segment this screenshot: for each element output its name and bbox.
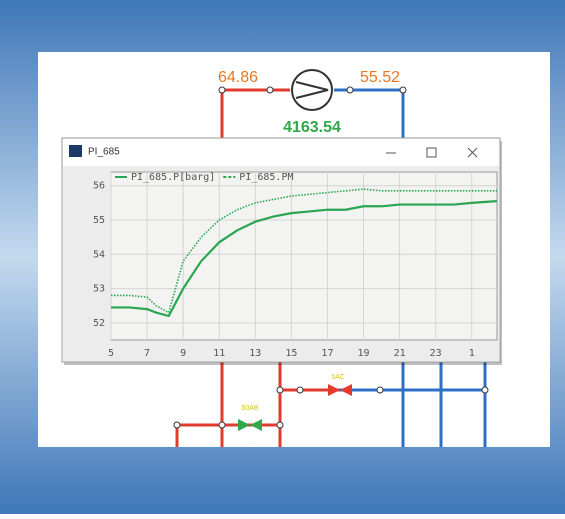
valve-label: 5AC (331, 374, 345, 381)
x-tick-label: 7 (144, 348, 150, 359)
legend-label: PI_685.P[barg] (131, 172, 215, 183)
maximize-button[interactable] (426, 147, 437, 158)
legend-label: PI_685.PM (239, 172, 293, 183)
x-tick-label: 1 (469, 348, 475, 359)
nodes (173, 86, 489, 429)
x-tick-label: 5 (108, 348, 114, 359)
x-tick-label: 13 (249, 348, 261, 359)
x-tick-label: 9 (180, 348, 186, 359)
series-line (111, 200, 498, 318)
y-tick-label: 55 (93, 215, 105, 226)
plot-area (110, 171, 498, 341)
series-line (111, 188, 497, 314)
flow-value: 4163.54 (283, 119, 341, 136)
valve (238, 419, 262, 431)
x-tick-label: 19 (357, 348, 369, 359)
x-tick-label: 15 (285, 348, 297, 359)
close-button[interactable] (467, 147, 478, 158)
y-tick-label: 54 (93, 249, 105, 260)
x-tick-label: 21 (394, 348, 406, 359)
valve (328, 384, 352, 396)
compressor-icon (295, 81, 329, 99)
x-tick-label: 11 (213, 348, 225, 359)
window-title: PI_685 (88, 147, 120, 158)
y-tick-label: 56 (93, 181, 105, 192)
x-tick-label: 17 (321, 348, 333, 359)
pressure-out: 55.52 (360, 69, 400, 86)
window-icon (69, 145, 82, 157)
valve-label: 50AB (241, 405, 258, 412)
y-tick-label: 53 (93, 284, 105, 295)
y-tick-label: 52 (93, 318, 105, 329)
compressor (291, 69, 333, 111)
x-tick-label: 23 (430, 348, 442, 359)
pressure-in: 64.86 (218, 69, 258, 86)
